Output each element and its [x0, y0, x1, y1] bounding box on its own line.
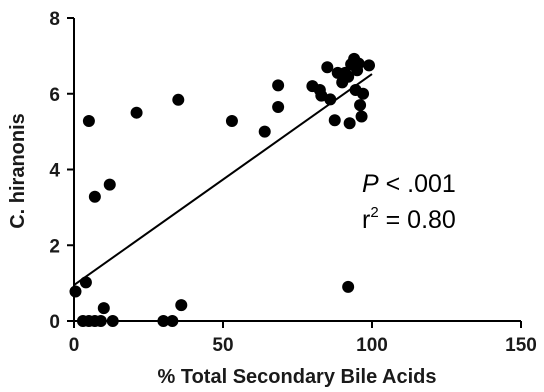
data-point [355, 110, 368, 123]
data-point [272, 79, 285, 92]
data-point [157, 315, 170, 327]
y-tick-label: 2 [49, 236, 60, 257]
data-point [342, 70, 355, 83]
x-axis: 0 50 100 150 % Total Secondary Bile Acids [69, 320, 537, 388]
data-point [354, 99, 367, 112]
p-value-annotation: P < .001 [362, 170, 456, 198]
y-axis-title: C. hiranonis [7, 113, 29, 229]
data-point [328, 114, 341, 127]
p-value-text: < .001 [379, 170, 456, 198]
fit-line-layer [73, 73, 373, 286]
x-tick-label: 0 [69, 335, 80, 356]
x-axis-title: % Total Secondary Bile Acids [158, 366, 437, 388]
data-point [94, 315, 107, 327]
data-point [97, 302, 110, 315]
r-squared-superscript: 2 [370, 204, 378, 221]
data-point [357, 87, 370, 100]
regression-line [73, 73, 373, 286]
data-point [258, 125, 271, 138]
x-tick-label: 100 [356, 335, 388, 356]
data-point [130, 106, 143, 119]
y-axis: 0 2 4 6 8 C. hiranonis [7, 9, 75, 333]
data-point [103, 178, 116, 191]
data-point [324, 93, 337, 106]
y-tick-label: 4 [49, 161, 60, 182]
data-point [82, 115, 95, 128]
data-point [272, 101, 285, 114]
data-point [106, 315, 119, 327]
data-point [342, 280, 355, 293]
data-point [321, 61, 334, 74]
data-point [175, 299, 188, 312]
r-squared-value: = 0.80 [379, 206, 456, 234]
r-squared-annotation: r2 = 0.80 [362, 204, 456, 234]
data-point [88, 190, 101, 203]
y-tick-label: 8 [49, 9, 60, 30]
data-point [69, 285, 82, 298]
r-squared-base: r [362, 206, 370, 234]
points-layer [69, 52, 376, 327]
data-point [79, 276, 92, 289]
x-tick-label: 150 [505, 335, 537, 356]
data-point [343, 117, 356, 130]
y-tick-label: 0 [49, 312, 60, 333]
x-tick-label: 50 [212, 335, 233, 356]
data-point [352, 57, 365, 70]
data-point [166, 315, 179, 327]
data-point [363, 59, 376, 72]
p-value-letter: P [362, 170, 379, 198]
data-point [172, 93, 185, 106]
y-tick-label: 6 [49, 85, 60, 106]
data-point [225, 115, 238, 128]
